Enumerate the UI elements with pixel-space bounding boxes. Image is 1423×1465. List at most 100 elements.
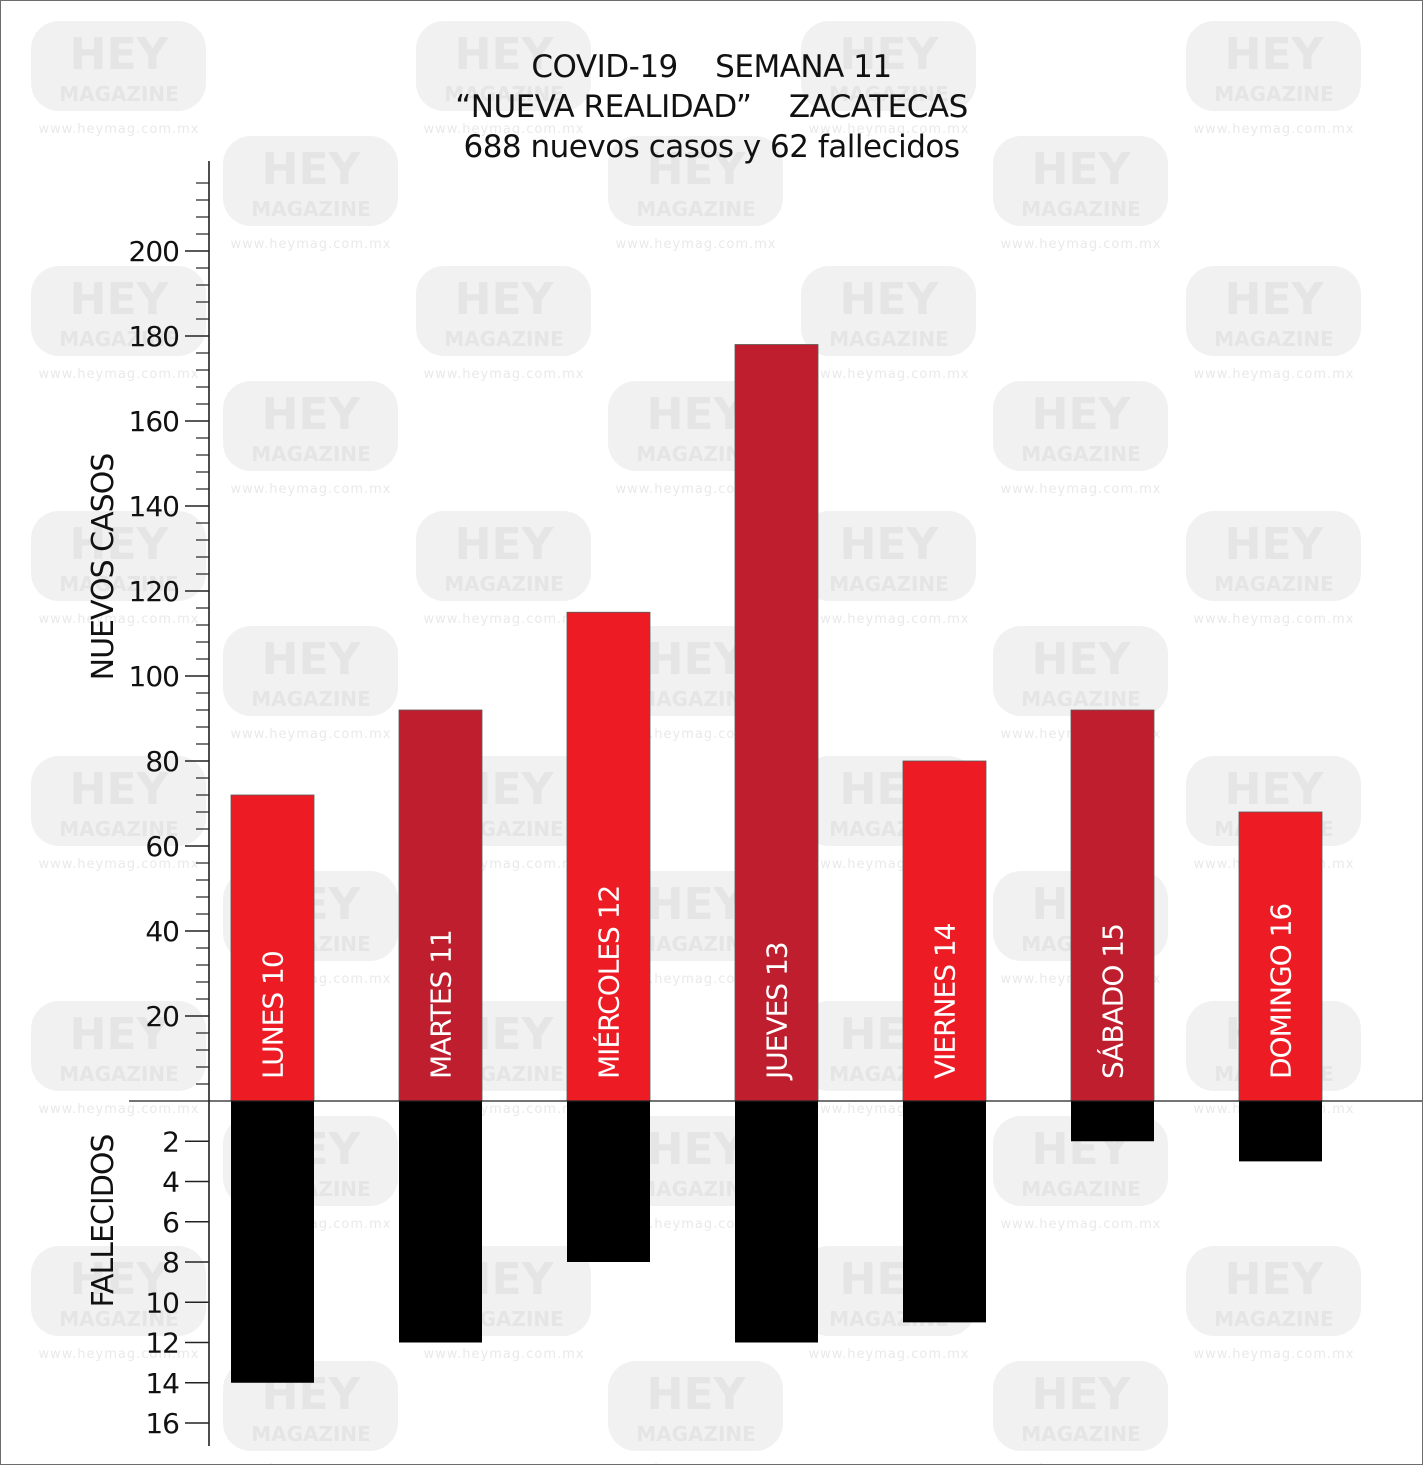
watermark-url: www.heymag.com.mx: [38, 122, 199, 137]
watermark-badge: [223, 626, 398, 716]
watermark-logo-subtext: MAGAZINE: [59, 1062, 179, 1086]
watermark-url: www.heymag.com.mx: [1000, 482, 1161, 497]
watermark-url: www.heymag.com.mx: [423, 1347, 584, 1362]
watermark-logo-text: HEY: [1225, 29, 1325, 80]
watermark-logo-text: HEY: [647, 634, 747, 685]
bar-category-label: MARTES 11: [425, 930, 458, 1079]
watermark-badge: [416, 511, 591, 601]
watermark-logo-subtext: MAGAZINE: [1021, 1422, 1141, 1446]
watermark-badge: [416, 21, 591, 111]
watermark-logo-text: HEY: [647, 1369, 747, 1420]
watermark-logo-subtext: MAGAZINE: [1214, 1307, 1334, 1331]
watermark-logo-subtext: MAGAZINE: [829, 327, 949, 351]
watermark-logo-text: HEY: [1032, 634, 1132, 685]
watermark-url: www.heymag.com.mx: [808, 612, 969, 627]
y-tick-label: 40: [145, 915, 179, 948]
watermark-logo-subtext: MAGAZINE: [636, 1422, 756, 1446]
watermark-badge: [416, 266, 591, 356]
watermark-badge: [993, 136, 1168, 226]
watermark-logo-text: HEY: [262, 144, 362, 195]
watermark-logo-subtext: MAGAZINE: [1214, 572, 1334, 596]
watermark-logo-subtext: MAGAZINE: [251, 1422, 371, 1446]
watermark-badge: [31, 21, 206, 111]
watermark-url: www.heymag.com.mx: [38, 1347, 199, 1362]
watermark-badge: [31, 1001, 206, 1091]
watermark-logo-text: HEY: [1225, 519, 1325, 570]
y-tick-label: 200: [129, 235, 179, 268]
bar-category-label: SÁBADO 15: [1096, 924, 1130, 1079]
y-tick-label: 4: [162, 1166, 179, 1199]
watermark-logo-subtext: MAGAZINE: [251, 442, 371, 466]
watermark-url: www.heymag.com.mx: [230, 237, 391, 252]
watermark-logo-text: HEY: [1032, 1369, 1132, 1420]
watermark-logo-subtext: MAGAZINE: [444, 572, 564, 596]
watermark-logo-subtext: MAGAZINE: [251, 197, 371, 221]
bar-category-label: VIERNES 14: [929, 923, 962, 1079]
watermark-logo-text: HEY: [262, 634, 362, 685]
watermark-badge: [801, 21, 976, 111]
deaths-bar: [735, 1101, 818, 1343]
watermark-logo-text: HEY: [70, 1009, 170, 1060]
watermark-url: www.heymag.com.mx: [1000, 1462, 1161, 1464]
cases-bar: [230, 794, 315, 1102]
watermark-url: www.heymag.com.mx: [230, 727, 391, 742]
watermark-badge: [608, 136, 783, 226]
y-tick-label: 100: [129, 660, 179, 693]
y-tick-label: 140: [129, 490, 179, 523]
cases-bar: [398, 709, 483, 1102]
y-tick-label: 12: [145, 1327, 179, 1360]
watermark-logo-text: HEY: [70, 274, 170, 325]
watermark-badge: [993, 1361, 1168, 1451]
deaths-bar: [1239, 1101, 1322, 1162]
y-tick-label: 6: [162, 1206, 179, 1239]
y-tick-label: 80: [145, 745, 179, 778]
deaths-bar: [903, 1101, 986, 1323]
y-tick-label: 120: [129, 575, 179, 608]
watermark-logo-text: HEY: [840, 29, 940, 80]
watermark-logo-subtext: MAGAZINE: [1214, 327, 1334, 351]
watermark-logo-text: HEY: [455, 519, 555, 570]
watermark-logo-text: HEY: [70, 29, 170, 80]
bars-layer: LUNES 10 MARTES 11 MIÉRCOLES 12 JUEVES 13 VI…: [230, 344, 1323, 1383]
y-tick-label: 8: [162, 1246, 179, 1279]
chart-title-line-1: COVID-19 SEMANA 11: [531, 49, 892, 85]
watermark-logo-subtext: MAGAZINE: [59, 327, 179, 351]
watermark-logo-subtext: MAGAZINE: [1214, 82, 1334, 106]
watermark-logo-subtext: MAGAZINE: [1021, 197, 1141, 221]
watermark-logo-subtext: MAGAZINE: [251, 687, 371, 711]
watermark-logo-text: HEY: [1225, 1254, 1325, 1305]
deaths-bar: [567, 1101, 650, 1262]
y-axis-label-cases: NUEVOS CASOS: [86, 454, 121, 681]
bar-category-label: MIÉRCOLES 12: [592, 886, 626, 1079]
watermark-logo-subtext: MAGAZINE: [59, 82, 179, 106]
cases-bar: [1070, 709, 1155, 1102]
y-tick-label: 180: [129, 320, 179, 353]
deaths-bar: [231, 1101, 314, 1383]
watermark-url: www.heymag.com.mx: [230, 482, 391, 497]
watermark-logo-text: HEY: [840, 519, 940, 570]
watermark-logo-subtext: MAGAZINE: [59, 572, 179, 596]
watermark-badge: [31, 266, 206, 356]
watermark-logo-text: HEY: [647, 879, 747, 930]
deaths-bar: [399, 1101, 482, 1343]
watermark-logo-text: HEY: [70, 764, 170, 815]
watermark-url: www.heymag.com.mx: [423, 122, 584, 137]
watermark-badge: [993, 381, 1168, 471]
bar-category-label: LUNES 10: [257, 951, 290, 1079]
watermark-logo-text: HEY: [1032, 144, 1132, 195]
y-tick-label: 160: [129, 405, 179, 438]
